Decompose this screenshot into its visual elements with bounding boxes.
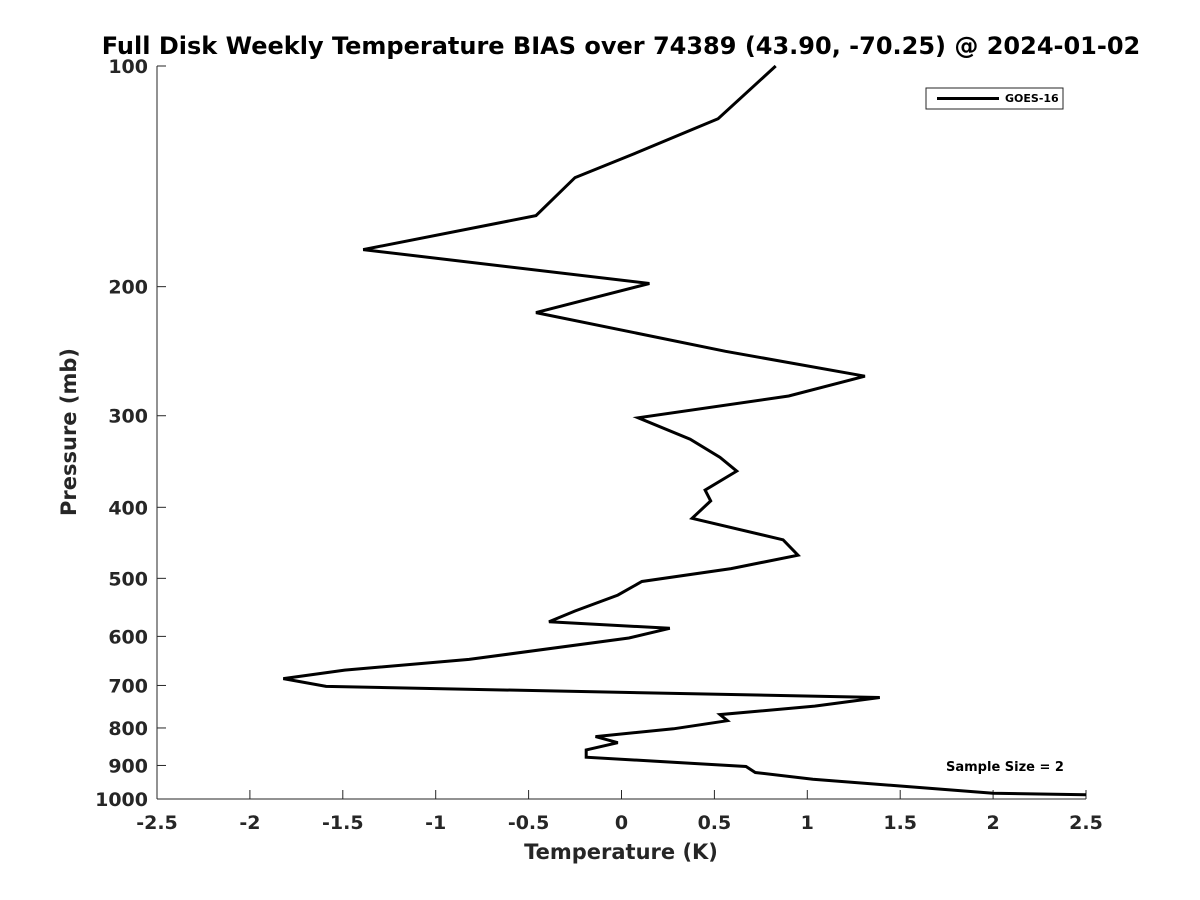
x-tick-label: -1.5 [322,812,364,834]
y-tick-label: 500 [108,568,148,590]
y-tick-label: 200 [108,277,148,299]
y-axis-label: Pressure (mb) [57,348,81,516]
y-axis-ticks: 100 200 300 400 500 600 700 800 900 1000 [95,56,166,811]
y-tick-label: 1000 [95,789,148,811]
x-tick-label: -0.5 [508,812,550,834]
y-tick-label: 600 [108,626,148,648]
y-tick-label: 900 [108,755,148,777]
x-tick-label: -2.5 [136,812,178,834]
y-tick-label: 100 [108,56,148,78]
plot-area [156,66,1086,800]
sample-size-annotation: Sample Size = 2 [946,760,1064,775]
series-layer [283,64,1087,797]
x-tick-label: 0 [615,812,628,834]
x-tick-label: 1.5 [883,812,917,834]
chart-title: Full Disk Weekly Temperature BIAS over 7… [102,32,1141,60]
legend: GOES-16 [925,87,1064,110]
y-tick-label: 300 [108,406,148,428]
x-tick-label: -1 [425,812,446,834]
x-axis-label: Temperature (K) [524,840,718,864]
x-axis-ticks: -2.5 -2 -1.5 -1 -0.5 0 0.5 1 1.5 2 2.5 [136,790,1103,834]
legend-label-goes-16: GOES-16 [1005,92,1059,105]
y-tick-label: 700 [108,675,148,697]
x-tick-label: 0.5 [698,812,732,834]
y-tick-label: 800 [108,718,148,740]
x-tick-label: -2 [239,812,260,834]
y-tick-label: 400 [108,497,148,519]
x-tick-label: 2 [986,812,999,834]
x-tick-label: 1 [801,812,814,834]
series-line-goes-16 [283,64,1087,797]
x-tick-label: 2.5 [1069,812,1103,834]
